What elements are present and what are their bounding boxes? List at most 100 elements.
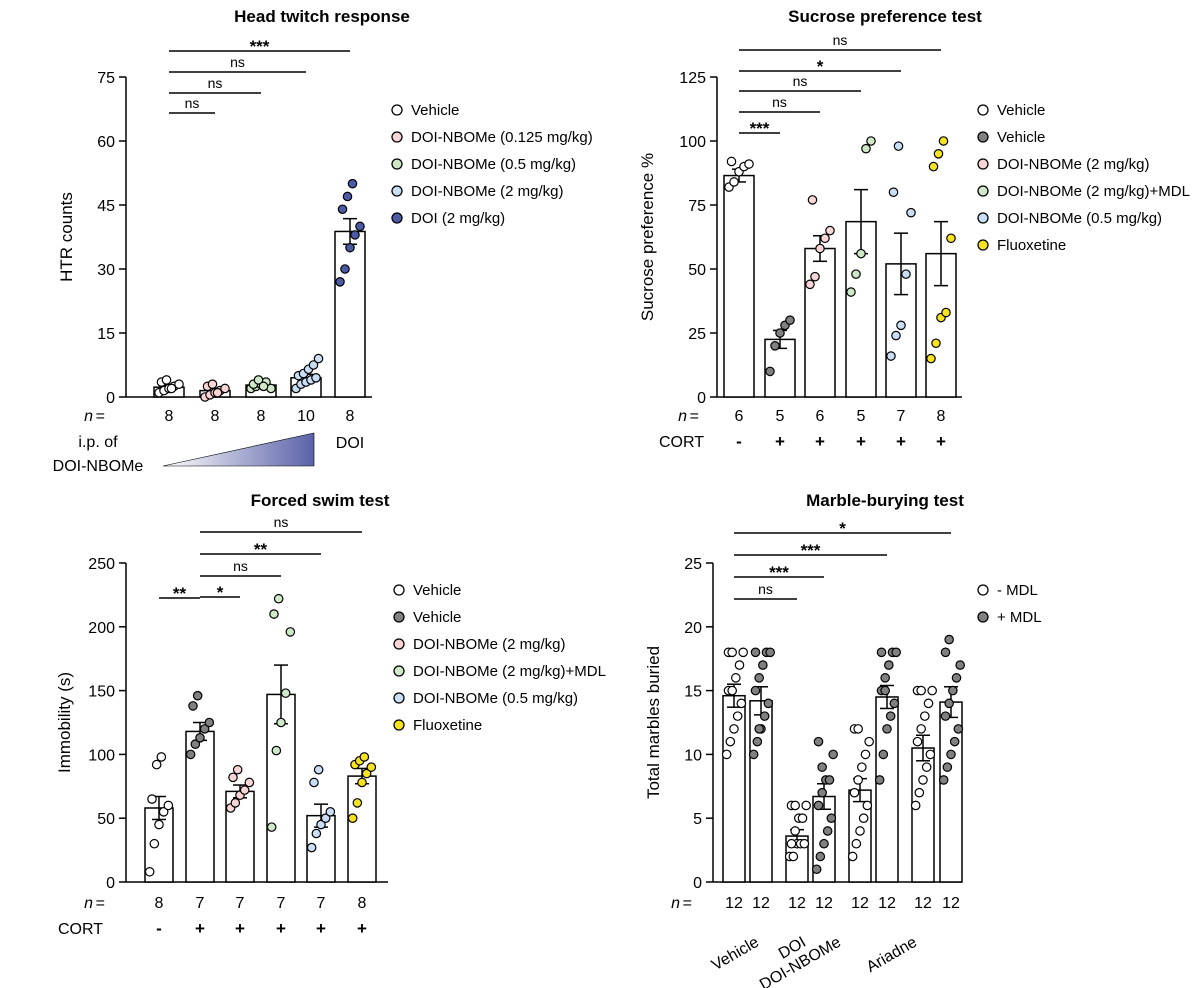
data-point [940, 711, 951, 721]
significance-label: ns [230, 54, 245, 70]
y-tick-label: 125 [679, 70, 706, 87]
y-axis-label: Immobility (s) [55, 672, 74, 773]
data-point [944, 698, 954, 709]
n-label: n [84, 408, 93, 425]
n-equals: = [96, 408, 105, 425]
n-value: 8 [257, 408, 266, 425]
significance-label: *** [750, 119, 770, 138]
legend-marker [977, 185, 989, 197]
n-value: 7 [897, 408, 906, 425]
n-value: 12 [788, 895, 806, 912]
significance-label: *** [250, 37, 270, 56]
data-point [320, 813, 331, 823]
legend-marker [391, 158, 403, 170]
data-point [880, 685, 890, 696]
cort-value: + [815, 432, 825, 451]
data-point [940, 647, 951, 658]
chart-title: Head twitch response [234, 7, 410, 26]
n-value: 10 [297, 408, 315, 425]
data-point [938, 136, 949, 146]
legend-label: DOI-NBOMe (0.125 mg/kg) [411, 129, 593, 146]
y-tick-label: 100 [679, 134, 706, 151]
data-point [921, 762, 932, 772]
n-value: 5 [776, 408, 785, 425]
data-point [878, 749, 889, 760]
data-point [946, 749, 956, 760]
data-point [345, 242, 355, 253]
significance-label: ns [233, 558, 248, 574]
data-point [759, 711, 770, 721]
significance-label: ns [793, 73, 808, 89]
cort-value: + [195, 919, 205, 938]
data-point [874, 775, 885, 785]
data-point [955, 660, 965, 670]
legend-marker [391, 212, 403, 224]
legend-marker [977, 104, 989, 116]
data-point [727, 647, 737, 658]
legend-marker [391, 131, 403, 143]
data-point [144, 866, 155, 877]
data-point [253, 375, 264, 385]
data-point [313, 353, 324, 364]
legend-label: Vehicle [413, 609, 461, 626]
data-point [815, 243, 825, 254]
n-value: 12 [914, 895, 932, 912]
y-tick-label: 25 [688, 326, 706, 343]
data-point [325, 807, 336, 817]
chart-title: Forced swim test [251, 491, 390, 510]
data-point [885, 711, 896, 721]
data-point [928, 161, 939, 172]
n-equals: = [683, 895, 692, 912]
chart-title: Marble-burying test [806, 491, 964, 510]
data-point [306, 842, 317, 853]
legend-label: DOI (2 mg/kg) [411, 210, 505, 227]
data-point [790, 826, 800, 836]
legend-marker [393, 719, 405, 731]
data-point [856, 248, 866, 259]
data-point [230, 798, 241, 808]
data-point [786, 838, 797, 849]
data-point [886, 351, 896, 361]
legend-label: DOI-NBOMe (0.5 mg/kg) [413, 690, 578, 707]
n-value: 6 [816, 408, 825, 425]
significance-label: ns [833, 32, 848, 48]
data-point [729, 724, 739, 734]
legend-label: Vehicle [413, 582, 461, 599]
data-point [220, 383, 230, 394]
legend-marker [393, 584, 405, 596]
data-point [725, 736, 736, 747]
y-tick-label: 30 [97, 262, 115, 279]
y-axis-label: Sucrose preference % [638, 153, 657, 321]
data-point [918, 775, 928, 785]
y-tick-label: 45 [97, 198, 115, 215]
cort-value: + [316, 919, 326, 938]
data-point [801, 800, 811, 811]
data-point [161, 375, 172, 385]
y-tick-label: 25 [684, 556, 702, 573]
data-point [884, 660, 894, 670]
data-point [727, 685, 737, 696]
data-point [855, 826, 865, 836]
data-point [847, 851, 858, 862]
data-point [851, 269, 861, 279]
n-value: 8 [165, 408, 174, 425]
data-point [266, 822, 277, 832]
data-point [355, 221, 365, 232]
data-point [190, 739, 201, 749]
significance-label: ns [758, 581, 773, 597]
n-label: n [678, 408, 687, 425]
y-tick-label: 75 [688, 198, 706, 215]
drug-label: DOI-NBOMe [53, 458, 144, 475]
n-value: 12 [815, 895, 833, 912]
data-point [736, 698, 747, 709]
data-point [849, 787, 860, 798]
significance-label: * [817, 57, 824, 76]
cort-value: + [856, 432, 866, 451]
data-point [151, 759, 162, 770]
y-tick-label: 0 [106, 875, 115, 892]
data-point [352, 798, 363, 808]
data-point [822, 826, 833, 836]
data-point [891, 647, 901, 658]
n-value: 8 [155, 895, 164, 912]
data-point [906, 207, 916, 218]
